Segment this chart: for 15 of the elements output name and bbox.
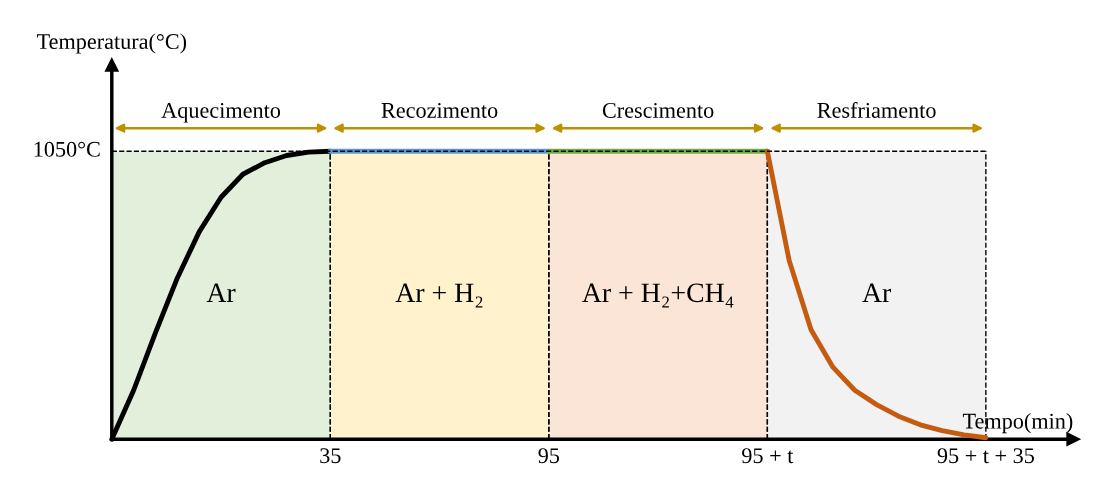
text: Aquecimento (161, 102, 281, 123)
text: Crescimento (602, 102, 714, 118)
band-label: Ar + H₂ (395, 283, 483, 308)
x-axis-title: Tempo(min) (962, 412, 1073, 434)
x-tick-label: 35 (320, 448, 341, 464)
ref-line-label: 1050°C (34, 141, 100, 157)
x-tick-label: 95 (538, 448, 560, 464)
band-label: Ar + H₂+CH₄ (582, 283, 734, 308)
x-tick-label: 95 + t + 35 (937, 448, 1034, 464)
y-axis-title: Temperatura(°C) (36, 33, 187, 54)
text: Recozimento (381, 102, 498, 118)
annotation: Ar (206, 283, 236, 302)
band-label: Ar (862, 283, 892, 302)
text: Resfriamento (817, 102, 936, 118)
x-tick-label: 95 + t (742, 448, 794, 464)
